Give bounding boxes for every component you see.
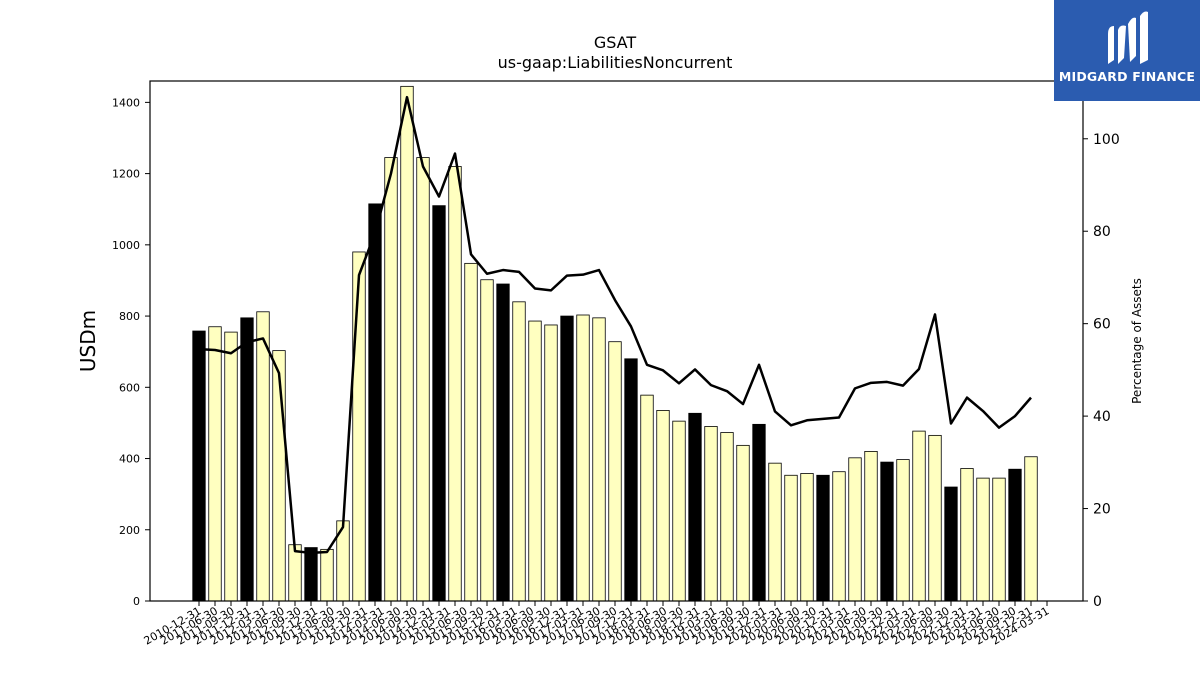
- plot-frame: [149, 80, 1084, 602]
- bar: [320, 548, 334, 602]
- bar: [352, 251, 366, 602]
- bar: [240, 317, 254, 602]
- logo-text: MIDGARD FINANCE: [1058, 69, 1196, 84]
- bar: [992, 477, 1006, 602]
- bar: [464, 262, 478, 602]
- bar: [720, 432, 734, 602]
- bar: [1024, 456, 1038, 602]
- bar: [576, 314, 590, 602]
- bar: [400, 85, 414, 602]
- y2-tick-label: 0: [1093, 594, 1102, 610]
- bar: [640, 394, 654, 602]
- bar: [768, 462, 782, 602]
- bars-group: [192, 85, 1038, 602]
- bar: [288, 544, 302, 602]
- percentage-line: [198, 95, 1032, 555]
- bar: [832, 471, 846, 602]
- y-tick-label: 1400: [112, 96, 140, 109]
- bar: [272, 350, 286, 602]
- bar: [960, 468, 974, 602]
- bar: [672, 420, 686, 602]
- bar: [880, 461, 894, 602]
- bar: [704, 426, 718, 602]
- bar: [528, 320, 542, 602]
- y2-axis-label: Percentage of Assets: [1130, 278, 1144, 404]
- y-tick-label: 400: [119, 453, 140, 466]
- y-axis-label: USDm: [76, 310, 100, 372]
- bar: [912, 430, 926, 602]
- bar: [592, 317, 606, 602]
- bar: [976, 477, 990, 602]
- bar: [944, 486, 958, 602]
- bar: [256, 311, 270, 602]
- bar: [656, 410, 670, 602]
- bar: [368, 203, 382, 602]
- bar: [224, 331, 238, 602]
- bar: [416, 157, 430, 602]
- bar: [544, 324, 558, 602]
- bar: [784, 474, 798, 602]
- y2-tick-label: 80: [1093, 224, 1111, 240]
- bar: [512, 301, 526, 602]
- bar: [688, 412, 702, 602]
- axes-group: 0200400600800100012001400020406080100201…: [112, 80, 1120, 648]
- y2-tick-label: 20: [1093, 502, 1111, 518]
- y2-tick-label: 100: [1093, 132, 1120, 148]
- bar: [736, 444, 750, 602]
- bar: [384, 157, 398, 602]
- bar: [752, 423, 766, 602]
- bar: [800, 473, 814, 602]
- chart-title: GSAT: [594, 33, 637, 52]
- bar: [848, 457, 862, 602]
- bar: [304, 547, 318, 602]
- y2-tick-label: 60: [1093, 317, 1111, 333]
- bar: [496, 283, 510, 602]
- bar: [448, 166, 462, 602]
- bar: [624, 358, 638, 602]
- brand-logo: MIDGARD FINANCE: [1054, 0, 1200, 101]
- chart-subtitle: us-gaap:LiabilitiesNoncurrent: [498, 53, 733, 72]
- bar: [896, 459, 910, 602]
- bar: [192, 330, 206, 602]
- midgard-logo-icon: [1108, 11, 1148, 64]
- bar: [864, 451, 878, 602]
- bar: [608, 341, 622, 602]
- y-tick-label: 800: [119, 310, 140, 323]
- bar: [480, 279, 494, 602]
- bar: [1008, 468, 1022, 602]
- bar: [928, 434, 942, 602]
- bar: [560, 315, 574, 602]
- y-tick-label: 1200: [112, 168, 140, 181]
- bar: [816, 474, 830, 602]
- bar: [432, 205, 446, 602]
- y-tick-label: 1000: [112, 239, 140, 252]
- bar: [208, 326, 222, 602]
- y2-tick-label: 40: [1093, 409, 1111, 425]
- y-tick-label: 200: [119, 524, 140, 537]
- y-tick-label: 600: [119, 381, 140, 394]
- y-tick-label: 0: [133, 595, 140, 608]
